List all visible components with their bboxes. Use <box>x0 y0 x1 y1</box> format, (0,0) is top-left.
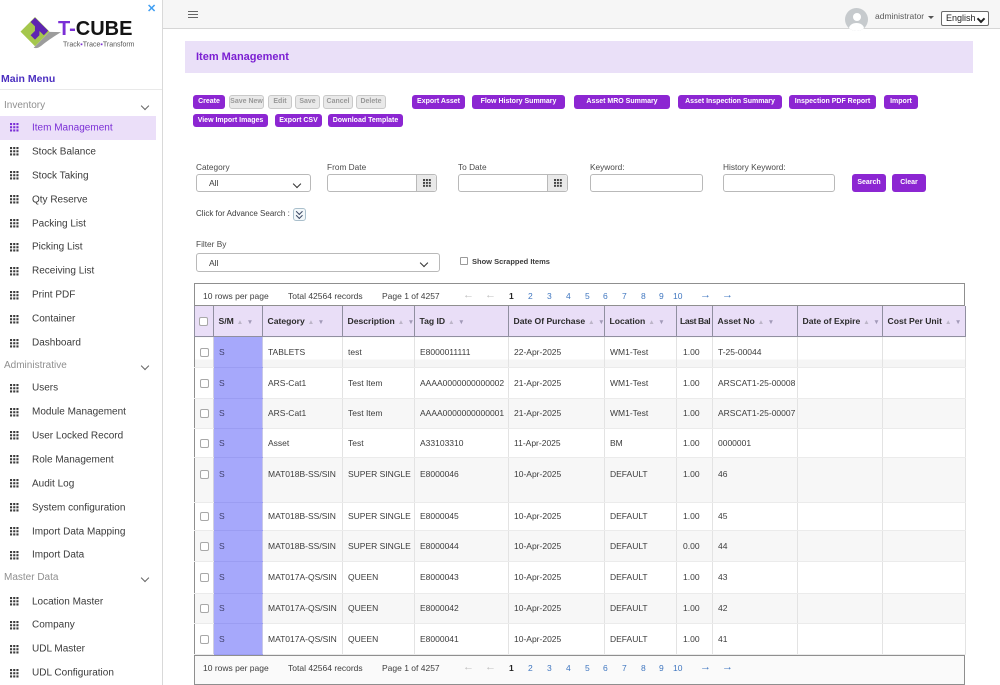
svg-text:T-CUBE: T-CUBE <box>58 18 132 40</box>
svg-text:Track▪Trace▪Transform: Track▪Trace▪Transform <box>63 42 135 49</box>
